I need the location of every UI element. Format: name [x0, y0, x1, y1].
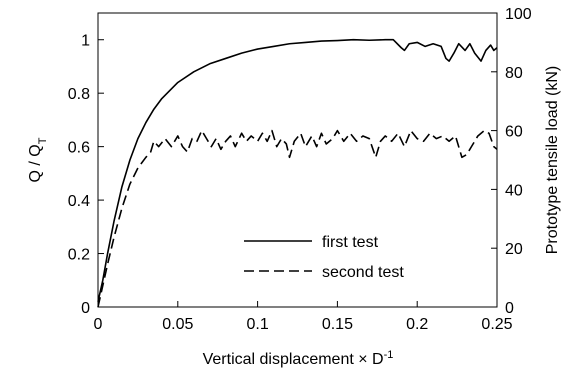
- y2-tick-label: 60: [505, 124, 523, 141]
- legend-label-second-test: second test: [322, 264, 404, 281]
- chart-marks: [97, 38, 498, 308]
- y2-tick-label: 20: [505, 241, 523, 258]
- y-axis-title-sub: T: [37, 137, 49, 144]
- x-axis-title-main: Vertical displacement × D: [203, 351, 384, 368]
- y2-tick-label: 80: [505, 65, 523, 82]
- series-line-second-test: [97, 129, 498, 308]
- y-tick-label: 0: [81, 300, 90, 317]
- x-tick-label: 0.25: [481, 316, 512, 333]
- y2-tick-label: 100: [505, 6, 532, 23]
- legend: first test second test: [244, 234, 404, 281]
- axis-ticks: 0 0.05 0.1 0.15 0.2 0.2500.20.40.60.810204060…: [68, 6, 532, 333]
- y-axis-title-main: Q / Q: [27, 144, 44, 182]
- plot-frame: [97, 12, 498, 308]
- y-tick-label: 0.2: [68, 247, 90, 264]
- y-tick-label: 0.8: [68, 86, 90, 103]
- legend-label-first-test: first test: [322, 234, 379, 251]
- x-tick-label: 0.05: [162, 316, 193, 333]
- x-tick-label: 0.15: [322, 316, 353, 333]
- y2-axis-title: Prototype tensile load (kN): [544, 66, 561, 255]
- y2-tick-label: 0: [505, 300, 514, 317]
- y-tick-label: 0.6: [68, 140, 90, 157]
- x-axis-title-sup: -1: [384, 349, 394, 361]
- y-tick-label: 0.4: [68, 193, 90, 210]
- x-tick-label: 0.2: [406, 316, 428, 333]
- y-tick-label: 1: [81, 33, 90, 50]
- x-tick-label: 0: [94, 316, 103, 333]
- x-axis-title: Vertical displacement × D-1: [203, 349, 394, 368]
- y-axis-title: Q / QT: [27, 137, 49, 182]
- x-tick-label: 0.1: [246, 316, 268, 333]
- y2-tick-label: 40: [505, 182, 523, 199]
- series-line-first-test: [97, 38, 498, 302]
